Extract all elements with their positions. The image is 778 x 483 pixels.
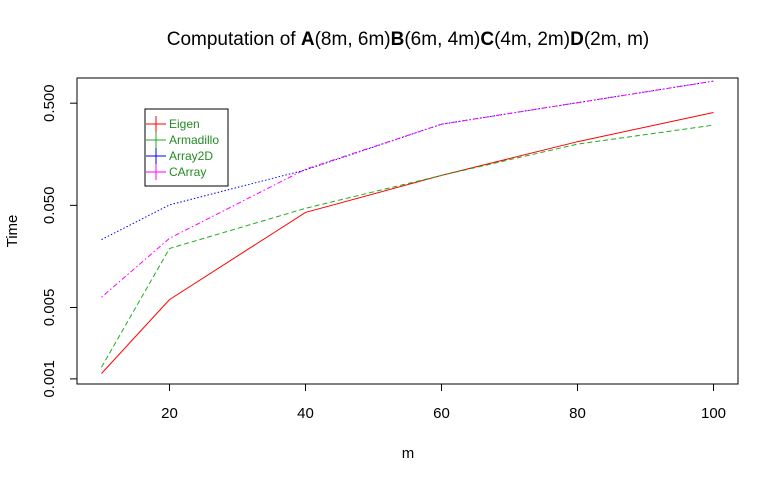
x-tick-label: 20 — [161, 405, 178, 422]
title-part: D — [570, 29, 584, 50]
legend-box — [144, 108, 229, 187]
title-part: (2m, m) — [584, 29, 649, 50]
y-axis-label: Time — [4, 215, 21, 248]
x-tick-label: 40 — [297, 405, 314, 422]
title-part: C — [480, 29, 494, 50]
chart-title: Computation of A(8m, 6m)B(6m, 4m)C(4m, 2… — [167, 29, 650, 50]
title-part: (6m, 4m) — [404, 29, 480, 50]
legend: Eigen Armadillo Array2D CArray — [144, 108, 229, 187]
series-line-carray — [101, 80, 714, 298]
series-line-eigen — [101, 112, 714, 374]
title-part: B — [391, 29, 405, 50]
y-axis: 0.001 0.005 0.050 0.500 — [41, 84, 78, 398]
x-tick-label: 60 — [433, 405, 450, 422]
y-tick-label: 0.005 — [41, 289, 58, 327]
x-axis-label: m — [402, 445, 415, 462]
x-tick-label: 100 — [701, 405, 726, 422]
legend-label: Armadillo — [169, 133, 219, 147]
x-tick-label: 80 — [569, 405, 586, 422]
series-lines — [101, 80, 714, 374]
y-tick-label: 0.001 — [41, 360, 58, 398]
title-part: (8m, 6m) — [315, 29, 391, 50]
series-line-array2d — [101, 80, 714, 241]
series-line-armadillo — [101, 124, 714, 368]
title-part: A — [301, 29, 315, 50]
x-axis: 20 40 60 80 100 — [161, 383, 726, 422]
legend-label: Eigen — [169, 117, 200, 131]
title-part: Computation of — [167, 29, 301, 50]
title-part: (4m, 2m) — [494, 29, 570, 50]
legend-label: CArray — [169, 165, 206, 179]
y-tick-label: 0.500 — [41, 84, 58, 122]
y-tick-label: 0.050 — [41, 187, 58, 225]
legend-label: Array2D — [169, 149, 213, 163]
